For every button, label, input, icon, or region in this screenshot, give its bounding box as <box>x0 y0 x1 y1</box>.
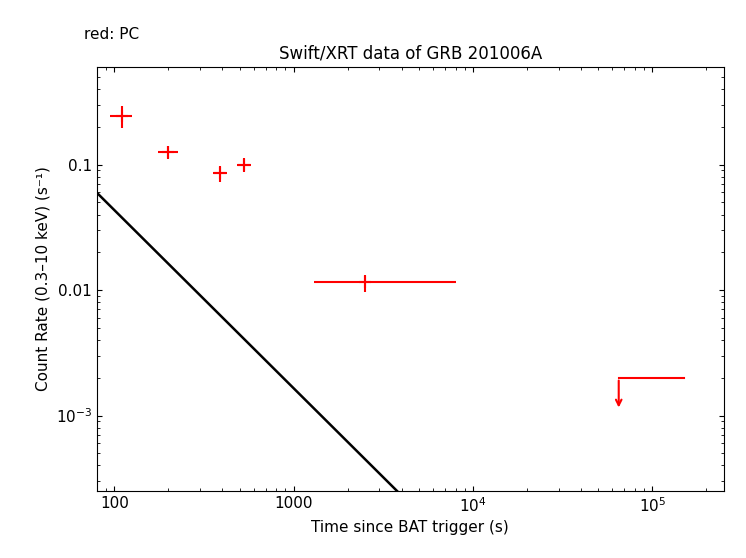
Text: red: PC: red: PC <box>84 27 140 41</box>
Y-axis label: Count Rate (0.3–10 keV) (s⁻¹): Count Rate (0.3–10 keV) (s⁻¹) <box>35 166 50 392</box>
Title: Swift/XRT data of GRB 201006A: Swift/XRT data of GRB 201006A <box>279 45 542 62</box>
X-axis label: Time since BAT trigger (s): Time since BAT trigger (s) <box>311 520 510 535</box>
